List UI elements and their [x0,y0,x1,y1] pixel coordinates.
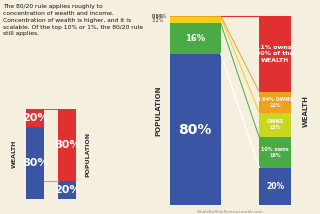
Bar [259,137,291,168]
Text: 16%: 16% [185,34,205,43]
Text: 80%: 80% [179,123,212,137]
Text: 3.2%: 3.2% [151,18,164,23]
Bar [259,113,291,137]
Text: The 80/20 rule applies roughly to
concentration of wealth and income.
Concentrat: The 80/20 rule applies roughly to concen… [3,4,143,36]
Text: 0.1%: 0.1% [151,13,164,19]
Bar [26,109,44,127]
Bar [170,17,221,24]
Bar [59,109,76,181]
Text: 0.64%: 0.64% [151,14,167,19]
Bar [259,16,291,92]
Bar [259,92,291,113]
Text: 10% owns
16%: 10% owns 16% [261,147,289,158]
Text: WEALTH: WEALTH [12,140,17,168]
Text: .1% owns
40% of the
WEALTH: .1% owns 40% of the WEALTH [256,45,294,62]
Bar [59,181,76,199]
Bar [170,16,221,17]
Text: POPULATION: POPULATION [85,132,91,177]
Bar [26,127,44,199]
Text: 20%: 20% [266,182,284,191]
Text: WEALTH: WEALTH [303,95,308,127]
Text: 80%: 80% [22,158,48,168]
Bar [259,168,291,205]
Text: 20%: 20% [22,113,48,123]
Bar [170,54,221,205]
Text: 80%: 80% [54,140,80,150]
Text: WholeBuffaloReview.tumblr.com: WholeBuffaloReview.tumblr.com [197,210,264,214]
Text: OWNS
13%: OWNS 13% [267,119,284,131]
Text: 0.64% OWNS
11%: 0.64% OWNS 11% [257,97,293,108]
Text: 20%: 20% [54,185,80,195]
Bar [170,24,221,54]
Text: POPULATION: POPULATION [156,85,161,136]
